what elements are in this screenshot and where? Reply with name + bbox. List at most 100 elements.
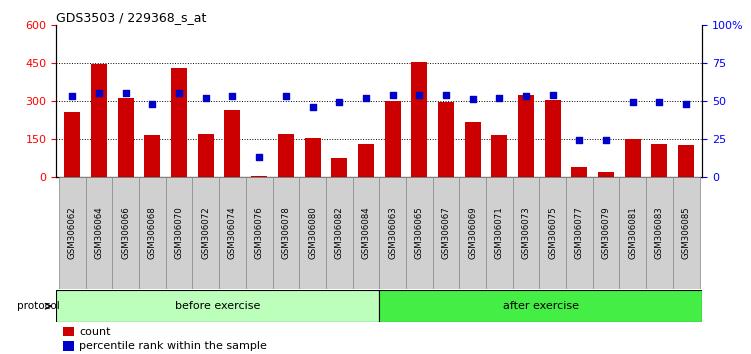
- Text: GSM306068: GSM306068: [148, 206, 157, 259]
- Bar: [465, 122, 481, 177]
- Text: GSM306075: GSM306075: [548, 206, 557, 259]
- Point: [333, 99, 345, 105]
- Text: GSM306069: GSM306069: [468, 206, 477, 259]
- Bar: [171, 68, 187, 177]
- Point: [280, 93, 292, 99]
- Bar: [385, 101, 400, 177]
- Bar: [144, 135, 161, 177]
- Point: [66, 93, 78, 99]
- Bar: [572, 167, 587, 177]
- Point: [360, 95, 372, 101]
- Point: [520, 93, 532, 99]
- Point: [466, 97, 478, 102]
- FancyBboxPatch shape: [566, 177, 593, 289]
- Bar: [518, 95, 534, 177]
- Text: GSM306076: GSM306076: [255, 206, 264, 259]
- Text: GSM306078: GSM306078: [282, 206, 291, 259]
- Text: GSM306083: GSM306083: [655, 206, 664, 259]
- Text: GSM306065: GSM306065: [415, 206, 424, 259]
- Point: [200, 95, 212, 101]
- Text: percentile rank within the sample: percentile rank within the sample: [79, 341, 267, 351]
- Text: GSM306084: GSM306084: [361, 206, 370, 259]
- Text: GSM306067: GSM306067: [442, 206, 451, 259]
- Point: [493, 95, 505, 101]
- Text: GSM306074: GSM306074: [228, 206, 237, 259]
- FancyBboxPatch shape: [86, 177, 113, 289]
- FancyBboxPatch shape: [59, 177, 86, 289]
- Bar: [304, 138, 321, 177]
- Bar: [412, 62, 427, 177]
- Point: [306, 104, 318, 110]
- FancyBboxPatch shape: [219, 177, 246, 289]
- Text: after exercise: after exercise: [502, 301, 579, 311]
- Point: [680, 101, 692, 107]
- Bar: [678, 144, 694, 177]
- Text: GSM306085: GSM306085: [682, 206, 691, 259]
- FancyBboxPatch shape: [406, 177, 433, 289]
- Point: [547, 92, 559, 98]
- FancyBboxPatch shape: [326, 177, 352, 289]
- Bar: [63, 341, 74, 351]
- Point: [387, 92, 399, 98]
- Point: [93, 90, 105, 96]
- Bar: [625, 139, 641, 177]
- Point: [119, 90, 131, 96]
- FancyBboxPatch shape: [246, 177, 273, 289]
- Bar: [544, 99, 561, 177]
- FancyBboxPatch shape: [646, 177, 673, 289]
- FancyBboxPatch shape: [192, 177, 219, 289]
- Point: [627, 99, 639, 105]
- FancyBboxPatch shape: [433, 177, 460, 289]
- FancyBboxPatch shape: [513, 177, 539, 289]
- Text: GSM306080: GSM306080: [308, 206, 317, 259]
- Point: [574, 138, 586, 143]
- FancyBboxPatch shape: [593, 177, 620, 289]
- Bar: [598, 172, 614, 177]
- Point: [173, 90, 185, 96]
- Point: [146, 101, 158, 107]
- FancyBboxPatch shape: [139, 177, 166, 289]
- Point: [413, 92, 425, 98]
- Bar: [438, 102, 454, 177]
- Text: protocol: protocol: [17, 301, 59, 311]
- Text: before exercise: before exercise: [175, 301, 261, 311]
- Bar: [491, 135, 508, 177]
- Text: GDS3503 / 229368_s_at: GDS3503 / 229368_s_at: [56, 11, 207, 24]
- Text: count: count: [79, 327, 110, 337]
- Point: [440, 92, 452, 98]
- Bar: [63, 327, 74, 336]
- Text: GSM306077: GSM306077: [575, 206, 584, 259]
- FancyBboxPatch shape: [273, 177, 299, 289]
- Point: [227, 93, 239, 99]
- Bar: [358, 144, 374, 177]
- Bar: [251, 176, 267, 177]
- FancyBboxPatch shape: [673, 177, 699, 289]
- Bar: [651, 144, 668, 177]
- FancyBboxPatch shape: [539, 177, 566, 289]
- Text: GSM306064: GSM306064: [95, 206, 104, 259]
- Text: GSM306062: GSM306062: [68, 206, 77, 259]
- FancyBboxPatch shape: [460, 177, 486, 289]
- FancyBboxPatch shape: [620, 177, 646, 289]
- FancyBboxPatch shape: [113, 177, 139, 289]
- Point: [600, 138, 612, 143]
- Bar: [379, 290, 702, 322]
- Bar: [225, 110, 240, 177]
- Point: [253, 154, 265, 160]
- Text: GSM306073: GSM306073: [521, 206, 530, 259]
- Point: [653, 99, 665, 105]
- Text: GSM306070: GSM306070: [174, 206, 183, 259]
- Bar: [331, 158, 347, 177]
- FancyBboxPatch shape: [379, 177, 406, 289]
- Text: GSM306066: GSM306066: [121, 206, 130, 259]
- FancyBboxPatch shape: [352, 177, 379, 289]
- FancyBboxPatch shape: [299, 177, 326, 289]
- Text: GSM306081: GSM306081: [629, 206, 638, 259]
- Bar: [118, 98, 134, 177]
- Bar: [278, 135, 294, 177]
- Bar: [56, 290, 379, 322]
- Text: GSM306063: GSM306063: [388, 206, 397, 259]
- Text: GSM306079: GSM306079: [602, 206, 611, 259]
- Text: GSM306082: GSM306082: [335, 206, 344, 259]
- Bar: [91, 64, 107, 177]
